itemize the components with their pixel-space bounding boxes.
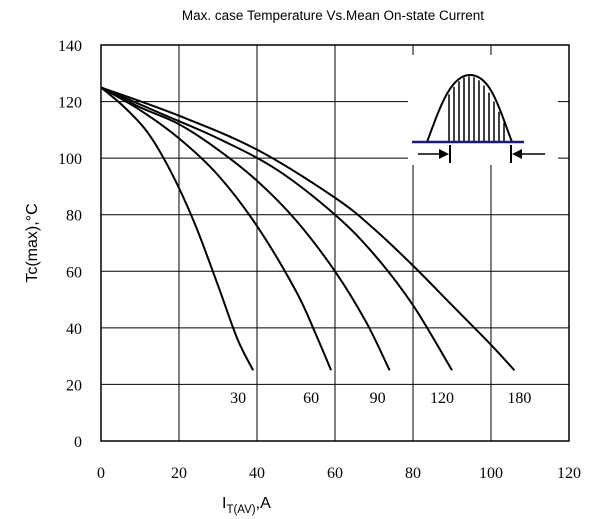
x-tick-label: 120 — [557, 465, 581, 482]
inset-background — [408, 55, 558, 165]
y-tick-label: 80 — [66, 208, 82, 225]
series-line-60 — [100, 86, 333, 371]
series-label-180: 180 — [507, 390, 531, 407]
plot-border — [100, 44, 570, 442]
arrow-right-head-icon — [439, 149, 449, 159]
series-line-30 — [100, 86, 254, 371]
y-tick-label: 20 — [66, 377, 82, 394]
chart-title: Max. case Temperature Vs.Mean On-state C… — [182, 8, 484, 23]
x-tick-label: 0 — [97, 465, 105, 482]
y-tick-label: 40 — [66, 321, 82, 338]
series-line-180 — [100, 86, 516, 371]
sine-pulse-curve — [426, 73, 513, 143]
x-tick-labels: 0 20 40 60 80 100 120 — [97, 465, 581, 482]
arrow-left-head-icon — [512, 149, 522, 159]
x-tick-label: 20 — [171, 465, 187, 482]
series-label-120: 120 — [430, 390, 454, 407]
x-axis-label-unit: ,A — [256, 495, 271, 512]
y-tick-label: 100 — [58, 151, 82, 168]
series-lines — [100, 86, 516, 371]
y-tick-label: 140 — [58, 38, 82, 55]
series-labels: 30 60 90 120 180 — [230, 390, 531, 407]
x-tick-label: 60 — [327, 465, 343, 482]
series-label-60: 60 — [303, 390, 319, 407]
x-axis-label: IT(AV),A — [222, 495, 271, 516]
y-tick-label: 120 — [58, 95, 82, 112]
x-axis-label-subscript: T(AV) — [226, 504, 255, 516]
y-tick-labels: 0 20 40 60 80 100 120 140 — [58, 38, 82, 451]
x-tick-label: 40 — [249, 465, 265, 482]
x-tick-label: 80 — [405, 465, 421, 482]
series-label-30: 30 — [230, 390, 246, 407]
series-label-90: 90 — [370, 390, 386, 407]
x-axis-label-main: I — [222, 495, 226, 512]
series-line-120 — [100, 86, 453, 371]
plot-frame — [100, 44, 570, 442]
x-tick-label: 100 — [479, 465, 503, 482]
series-line-90 — [100, 86, 391, 371]
y-tick-label: 0 — [74, 434, 82, 451]
conduction-angle-inset — [408, 55, 558, 165]
y-axis-label: Tc(max),°C — [24, 203, 41, 282]
y-tick-label: 60 — [66, 264, 82, 281]
